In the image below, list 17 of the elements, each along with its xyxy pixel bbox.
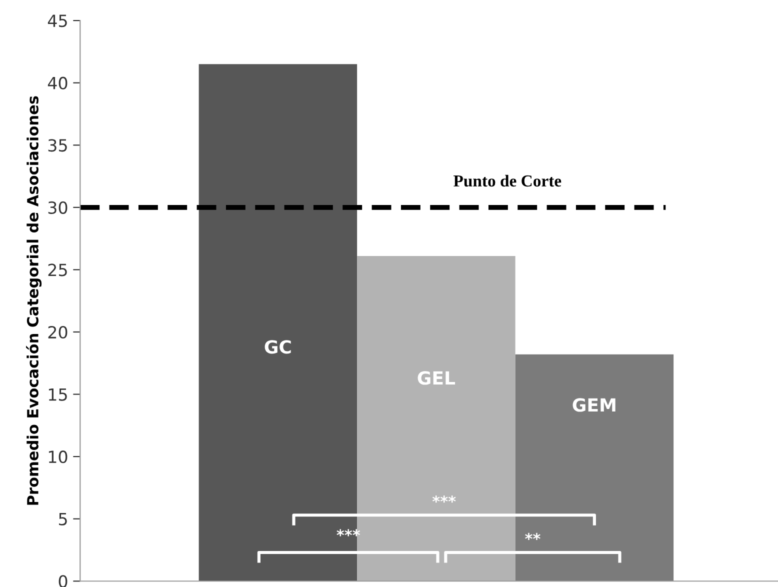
y-tick-label: 20	[48, 326, 68, 339]
y-tick-label: 30	[48, 201, 68, 214]
x-tick-label: GEL	[418, 371, 456, 385]
y-tick-label: 45	[48, 14, 67, 28]
bar	[515, 354, 674, 582]
y-tick-label: 10	[48, 450, 68, 464]
x-tick-label: GC	[264, 340, 291, 354]
x-tick-label: GEM	[572, 398, 616, 412]
y-tick-label: 35	[48, 139, 67, 152]
ref-line-label: Punto de Corte	[454, 174, 562, 187]
y-tick-label: 5	[59, 513, 67, 526]
y-tick-label: 40	[48, 76, 68, 90]
y-axis-title: Promedio Evocación Categorial de Asociaciones	[26, 96, 42, 505]
y-tick-label: 25	[48, 264, 67, 276]
y-tick-label: 15	[48, 388, 67, 401]
annotation: **	[525, 532, 540, 540]
annotation: ***	[432, 496, 456, 503]
